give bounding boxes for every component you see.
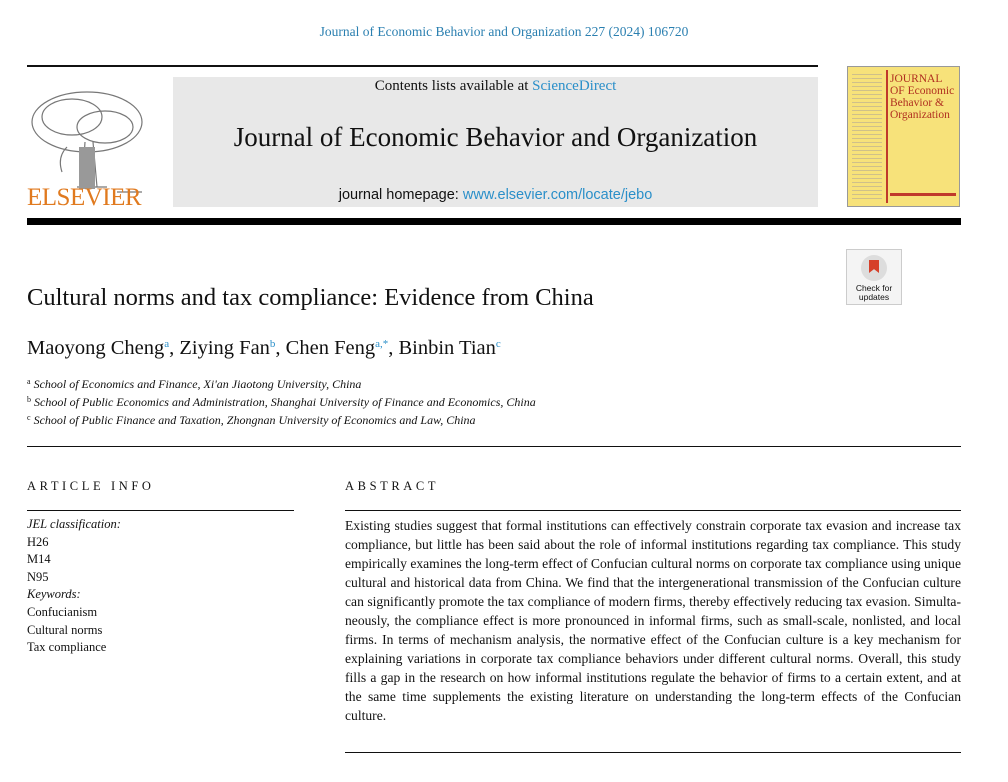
affiliation: a School of Economics and Finance, Xi'an… [27, 377, 362, 391]
header-bar [27, 218, 961, 225]
divider [27, 65, 818, 67]
jel-code: M14 [27, 552, 51, 567]
keyword: Cultural norms [27, 622, 103, 637]
author-affiliation-link[interactable]: b [269, 338, 276, 350]
article-info-heading: ARTICLE INFO [27, 479, 155, 493]
divider [345, 510, 961, 511]
author-name[interactable]: Maoyong Cheng [27, 337, 165, 359]
check-for-updates-button[interactable]: Check for updates [846, 249, 902, 305]
check-updates-label: Check for updates [855, 283, 893, 302]
jel-code: H26 [27, 534, 49, 549]
sciencedirect-link[interactable]: ScienceDirect [532, 78, 617, 94]
author-list: Maoyong Chenga, Ziying Fanb, Chen Fenga,… [27, 337, 501, 359]
jel-label: JEL classification: [27, 517, 121, 531]
abstract-heading: ABSTRACT [345, 479, 440, 493]
keyword: Tax compliance [27, 640, 107, 655]
author-name[interactable]: Chen Feng [285, 337, 376, 359]
bookmark-icon [861, 255, 887, 281]
article-info: JEL classification: H26 M14 N95 Keywords… [27, 516, 121, 657]
affiliation: c School of Public Finance and Taxation,… [27, 413, 476, 427]
article-title: Cultural norms and tax compliance: Evide… [27, 284, 594, 311]
publisher-logo-text: ELSEVIER [27, 184, 142, 211]
keyword: Confucianism [27, 604, 98, 619]
jel-code: N95 [27, 569, 49, 584]
journal-title: Journal of Economic Behavior and Organiz… [233, 122, 758, 152]
journal-banner: Contents lists available at ScienceDirec… [173, 77, 818, 207]
divider [27, 510, 294, 511]
journal-reference[interactable]: Journal of Economic Behavior and Organiz… [319, 24, 689, 39]
author-name[interactable]: Ziying Fan [179, 337, 270, 359]
divider [345, 752, 961, 753]
cover-title: JOURNAL OF Economic Behavior & Organizat… [890, 73, 955, 121]
author-affiliation-link[interactable]: a [164, 338, 170, 350]
contents-label: Contents lists available at [374, 78, 533, 94]
author-name[interactable]: Binbin Tian [398, 337, 496, 359]
homepage-link[interactable]: www.elsevier.com/locate/jebo [462, 187, 653, 203]
abstract-text: Existing studies suggest that formal ins… [345, 518, 961, 723]
divider [27, 446, 961, 447]
affiliation: b School of Public Economics and Adminis… [27, 395, 536, 409]
author-affiliation-link[interactable]: c [495, 338, 501, 350]
journal-cover[interactable]: JOURNAL OF Economic Behavior & Organizat… [847, 66, 960, 207]
author-affiliation-link[interactable]: a,* [375, 338, 389, 350]
keywords-label: Keywords: [27, 587, 81, 602]
homepage-label: journal homepage: [338, 187, 463, 203]
elsevier-tree-logo [31, 91, 143, 193]
